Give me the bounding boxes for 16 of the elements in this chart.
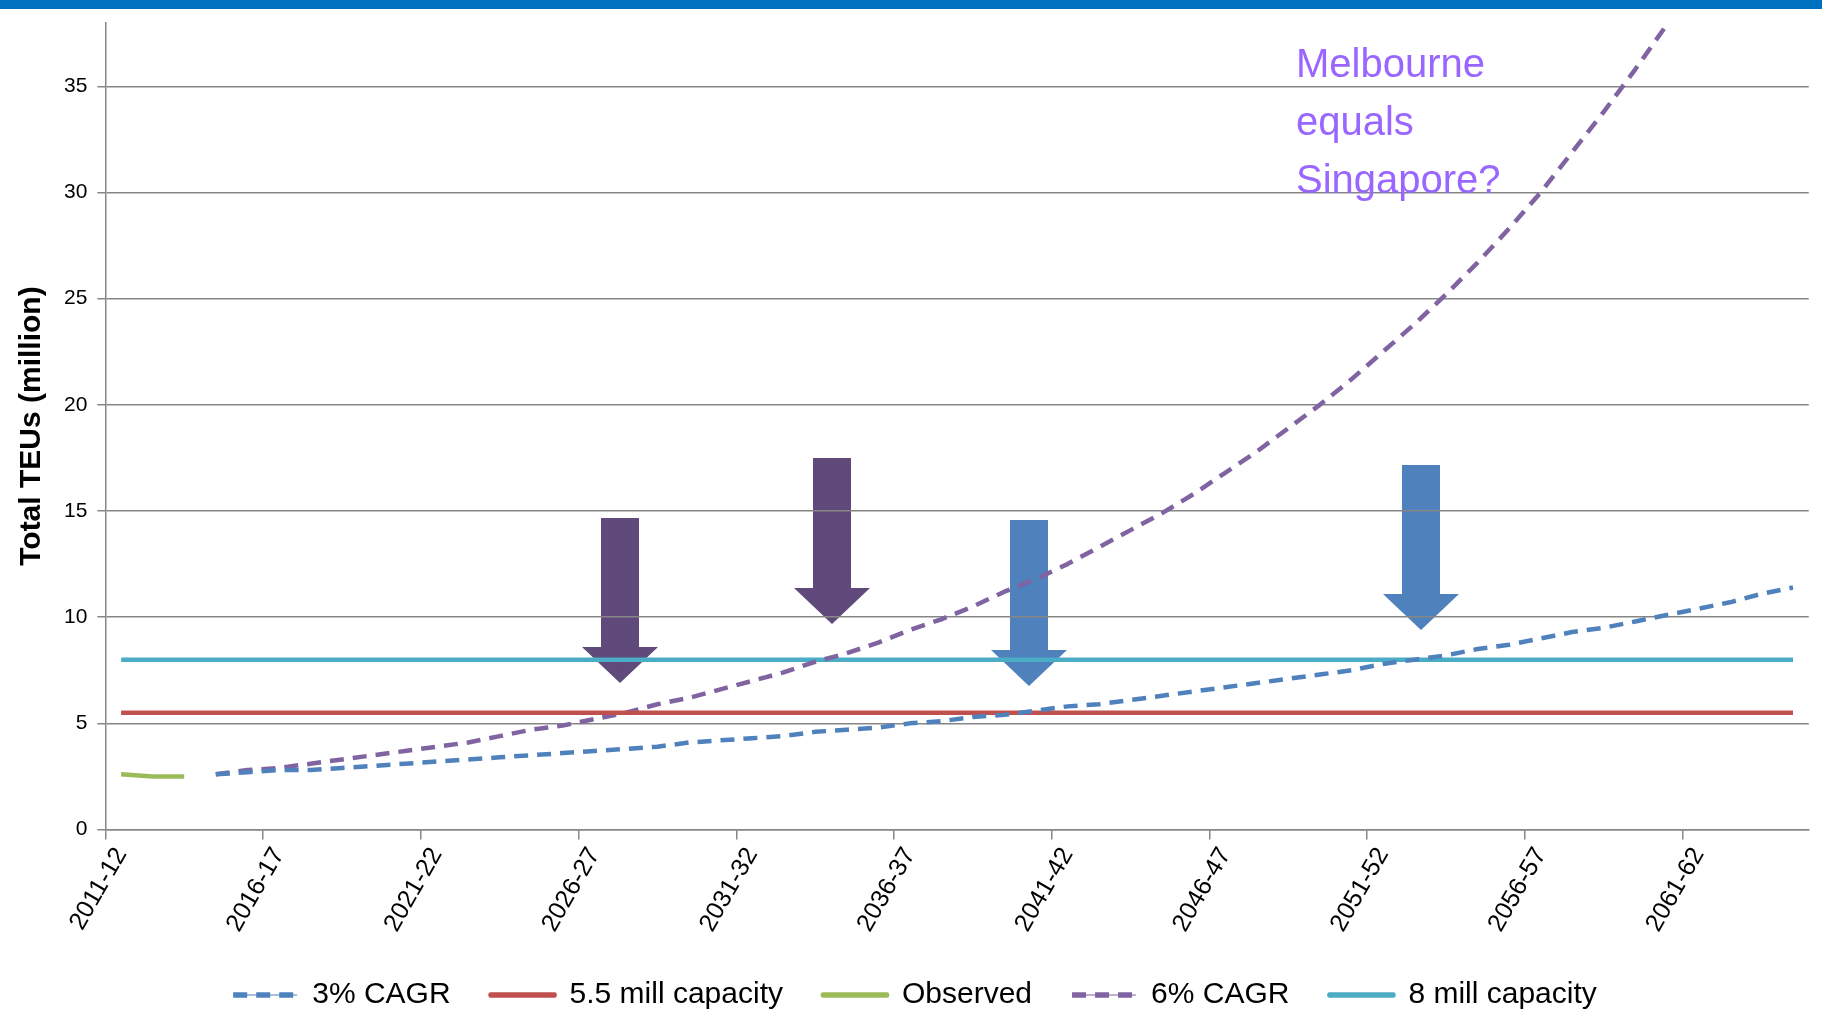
legend-label: 8 mill capacity xyxy=(1408,976,1597,1010)
y-tick-label: 25 xyxy=(64,285,88,309)
legend-label: 5.5 mill capacity xyxy=(569,976,783,1010)
y-tick-label: 10 xyxy=(64,603,88,627)
y-tick-label: 30 xyxy=(64,179,88,203)
y-tick-label: 15 xyxy=(64,497,88,521)
legend-label: 3% CAGR xyxy=(312,976,451,1010)
y-tick-label: 20 xyxy=(64,391,88,415)
y-axis-title: Total TEUs (million) xyxy=(13,286,47,566)
legend-label: 6% CAGR xyxy=(1151,976,1290,1010)
y-tick-label: 35 xyxy=(64,73,88,97)
line-series xyxy=(213,585,1796,777)
y-tick-label: 5 xyxy=(75,710,88,734)
legend-label: Observed xyxy=(901,976,1033,1010)
annotation: Melbourne equals Singapore? xyxy=(1296,40,1502,203)
y-tick-label: 0 xyxy=(75,816,88,840)
